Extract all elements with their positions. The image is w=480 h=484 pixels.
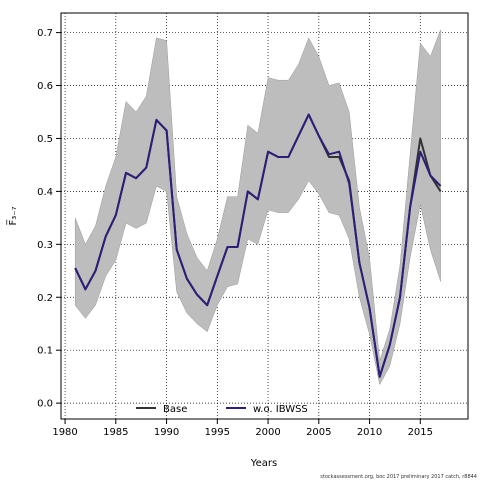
x-tick-label: 1990: [154, 427, 179, 438]
series-line-wo-ibwss: [74, 113, 442, 378]
x-tick-label: 2005: [306, 427, 331, 438]
plot-frame: [60, 12, 469, 420]
x-tick-label: 2010: [357, 427, 382, 438]
y-tick-label: 0.2: [37, 293, 53, 304]
x-axis-title: Years: [250, 458, 277, 469]
band-layer: [74, 29, 441, 386]
y-tick-label: 0.3: [37, 240, 53, 251]
confidence-band: [74, 29, 441, 386]
y-tick-label: 0.4: [37, 187, 53, 198]
x-tick-label: 1980: [52, 427, 77, 438]
legend-label-base: Base: [163, 404, 187, 415]
line-layer: [74, 113, 442, 378]
y-tick-label: 0.6: [37, 81, 53, 92]
axis-layer: 1980 1985 1990 1995 2000 2005 2010 2015 0.0 0.1 0.…: [37, 28, 433, 438]
y-tick-label: 0.1: [37, 346, 53, 357]
y-tick-label: 0.0: [37, 399, 53, 410]
legend-label-wo-ibwss: w.o. IBWSS: [253, 404, 308, 415]
legend-layer: Base w.o. IBWSS: [136, 404, 308, 415]
y-axis-title: F̅₃₋₇: [6, 206, 19, 225]
x-tick-label: 2000: [255, 427, 280, 438]
footer-credit: stockassessment.org, boc 2017 preliminar…: [320, 474, 477, 480]
x-tick-label: 2015: [408, 427, 433, 438]
x-tick-label: 1985: [103, 427, 128, 438]
y-tick-label: 0.7: [37, 28, 53, 39]
y-tick-label: 0.5: [37, 134, 53, 145]
x-tick-label: 1995: [205, 427, 230, 438]
